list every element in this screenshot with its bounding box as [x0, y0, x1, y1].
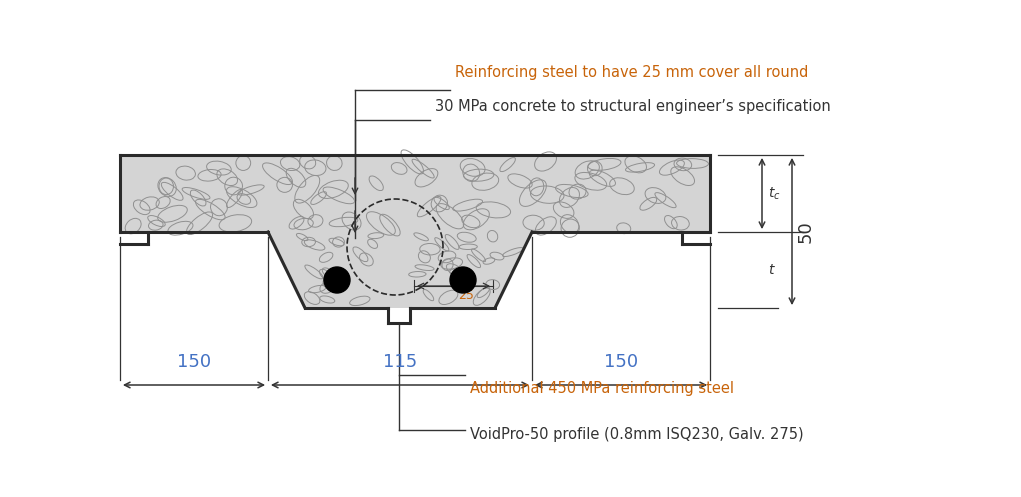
- Text: 150: 150: [177, 353, 211, 371]
- Text: 50: 50: [797, 220, 815, 243]
- Text: VoidPro-50 profile (0.8mm ISQ230, Galv. 275): VoidPro-50 profile (0.8mm ISQ230, Galv. …: [470, 427, 804, 442]
- Circle shape: [450, 267, 476, 293]
- Text: 150: 150: [604, 353, 638, 371]
- Polygon shape: [389, 308, 409, 322]
- Text: $t_c$: $t_c$: [768, 185, 781, 202]
- Circle shape: [324, 267, 350, 293]
- Text: 30 MPa concrete to structural engineer’s specification: 30 MPa concrete to structural engineer’s…: [435, 98, 831, 113]
- Polygon shape: [120, 155, 710, 323]
- Text: Reinforcing steel to have 25 mm cover all round: Reinforcing steel to have 25 mm cover al…: [455, 65, 809, 80]
- Text: Additional 450 MPa reinforcing steel: Additional 450 MPa reinforcing steel: [470, 381, 734, 396]
- Text: 115: 115: [383, 353, 418, 371]
- Text: 25: 25: [458, 289, 475, 302]
- Text: $t$: $t$: [768, 263, 776, 277]
